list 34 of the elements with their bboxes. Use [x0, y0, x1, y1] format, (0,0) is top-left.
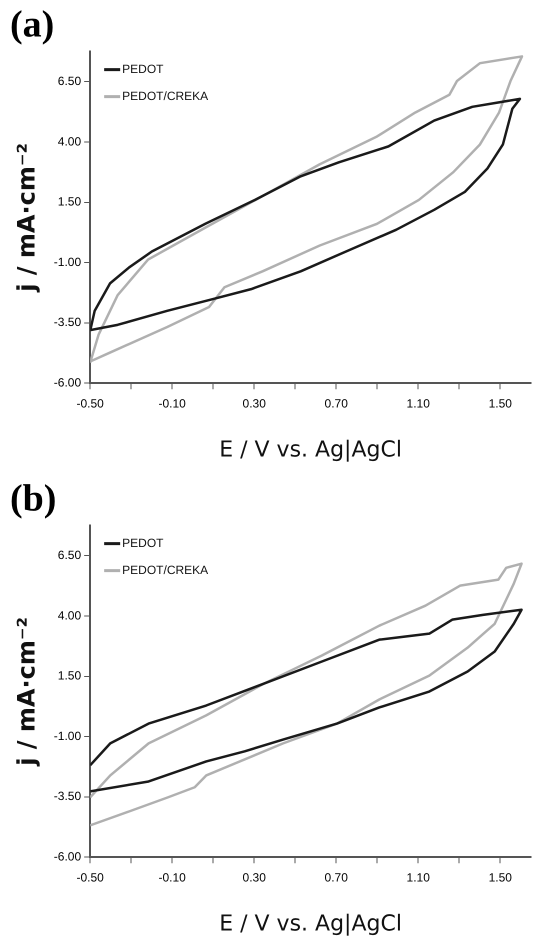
y-tick-label: 1.50 [58, 194, 82, 209]
x-tick-label: -0.10 [158, 870, 186, 885]
x-axis-title: E / V vs. Ag|AgCl [219, 912, 402, 937]
chart-title: (a) [10, 4, 54, 46]
x-tick-label: 0.70 [324, 396, 348, 411]
legend-label: PEDOT [122, 62, 164, 76]
y-tick-label: -6.00 [54, 376, 82, 390]
y-tick-label: 6.50 [58, 74, 82, 88]
x-axis-title: E / V vs. Ag|AgCl [219, 438, 402, 463]
x-tick-label: -0.50 [76, 396, 104, 411]
x-tick-label: 1.10 [406, 870, 430, 885]
legend-label: PEDOT/CREKA [122, 562, 208, 577]
y-tick-label: 4.00 [58, 608, 82, 622]
x-tick-label: 1.50 [488, 870, 512, 885]
y-tick-label: -3.50 [54, 315, 82, 330]
y-axis-title: j / mA·cm⁻² [12, 142, 41, 293]
y-tick-label: 1.50 [58, 668, 82, 683]
x-tick-label: 0.30 [242, 396, 266, 411]
y-axis-title: j / mA·cm⁻² [12, 616, 41, 767]
y-tick-label: 6.50 [58, 548, 82, 562]
legend-label: PEDOT [122, 536, 164, 550]
y-tick-label: -6.00 [54, 850, 82, 864]
x-tick-label: -0.50 [76, 870, 104, 885]
x-tick-label: 1.10 [406, 396, 430, 411]
y-tick-label: -1.00 [54, 254, 82, 269]
chart-title: (b) [10, 478, 56, 520]
y-tick-label: -3.50 [54, 789, 82, 804]
x-tick-label: -0.10 [158, 396, 186, 411]
x-tick-label: 0.30 [242, 870, 266, 885]
y-tick-label: 4.00 [58, 134, 82, 148]
y-tick-label: -1.00 [54, 728, 82, 743]
x-tick-label: 0.70 [324, 870, 348, 885]
legend-label: PEDOT/CREKA [122, 88, 208, 103]
x-tick-label: 1.50 [488, 396, 512, 411]
